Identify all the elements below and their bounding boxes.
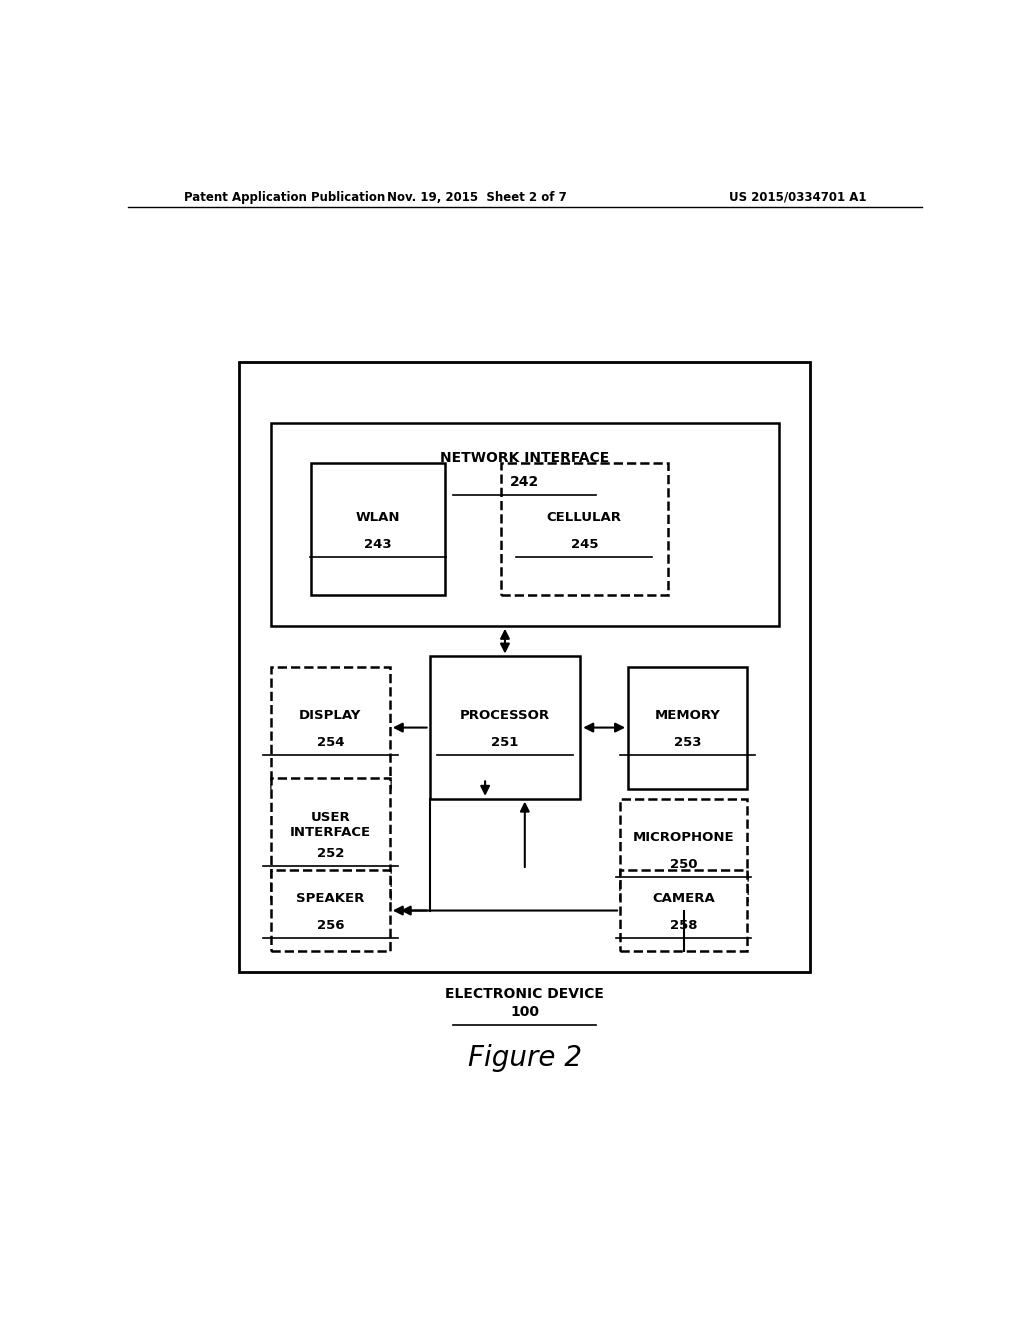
Bar bbox=[620, 799, 746, 900]
Text: INTERFACE: INTERFACE bbox=[290, 826, 371, 838]
Text: 253: 253 bbox=[674, 737, 701, 750]
Bar bbox=[430, 656, 581, 799]
Text: Patent Application Publication: Patent Application Publication bbox=[183, 190, 385, 203]
Bar bbox=[270, 667, 390, 788]
Text: SPEAKER: SPEAKER bbox=[296, 892, 365, 904]
Bar bbox=[628, 667, 748, 788]
Text: 256: 256 bbox=[316, 919, 344, 932]
Text: 251: 251 bbox=[492, 737, 518, 750]
Text: 243: 243 bbox=[365, 539, 392, 552]
Text: CAMERA: CAMERA bbox=[652, 892, 715, 904]
Bar bbox=[270, 422, 779, 626]
Text: 258: 258 bbox=[670, 919, 697, 932]
Text: 245: 245 bbox=[570, 539, 598, 552]
Bar bbox=[270, 779, 390, 900]
Text: ELECTRONIC DEVICE: ELECTRONIC DEVICE bbox=[445, 987, 604, 1001]
Text: Figure 2: Figure 2 bbox=[468, 1044, 582, 1072]
Bar bbox=[240, 362, 811, 972]
Text: NETWORK INTERFACE: NETWORK INTERFACE bbox=[440, 451, 609, 465]
Text: Nov. 19, 2015  Sheet 2 of 7: Nov. 19, 2015 Sheet 2 of 7 bbox=[387, 190, 567, 203]
Bar bbox=[270, 870, 390, 952]
Text: 100: 100 bbox=[510, 1005, 540, 1019]
Text: US 2015/0334701 A1: US 2015/0334701 A1 bbox=[728, 190, 866, 203]
Text: 242: 242 bbox=[510, 475, 540, 488]
Bar bbox=[310, 463, 445, 595]
Text: 250: 250 bbox=[670, 858, 697, 871]
Bar bbox=[620, 870, 746, 952]
Text: MICROPHONE: MICROPHONE bbox=[633, 830, 734, 843]
Text: 254: 254 bbox=[316, 737, 344, 750]
Text: WLAN: WLAN bbox=[355, 511, 400, 524]
Text: CELLULAR: CELLULAR bbox=[547, 511, 622, 524]
Text: PROCESSOR: PROCESSOR bbox=[460, 709, 550, 722]
Text: DISPLAY: DISPLAY bbox=[299, 709, 361, 722]
Text: 252: 252 bbox=[316, 847, 344, 861]
Text: MEMORY: MEMORY bbox=[654, 709, 721, 722]
Text: USER: USER bbox=[310, 810, 350, 824]
Bar bbox=[501, 463, 668, 595]
